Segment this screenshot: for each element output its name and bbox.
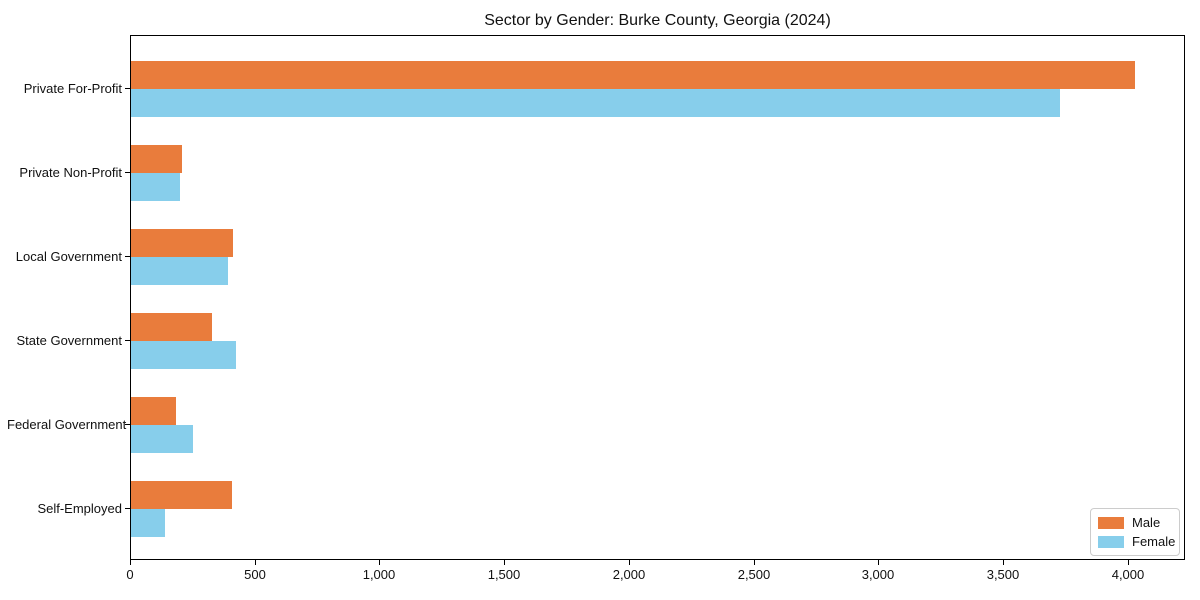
legend-item-male: Male <box>1098 515 1172 530</box>
bar-female-local-government <box>131 257 228 285</box>
x-tick-mark <box>878 560 879 565</box>
x-tick-label: 0 <box>126 567 134 582</box>
legend-label: Female <box>1132 534 1176 549</box>
x-tick-label: 4,000 <box>1111 567 1145 582</box>
y-tick-label-federal-government: Federal Government <box>7 417 127 432</box>
y-tick-mark <box>125 172 130 173</box>
y-tick-mark <box>125 508 130 509</box>
plot-area <box>130 35 1185 560</box>
bar-female-self-employed <box>131 509 165 537</box>
bar-female-federal-government <box>131 425 193 453</box>
legend-swatch-female <box>1098 535 1124 548</box>
x-tick-label: 1,000 <box>362 567 396 582</box>
legend-item-female: Female <box>1098 534 1176 549</box>
bar-male-private-non-profit <box>131 145 182 173</box>
x-tick-label: 3,000 <box>861 567 895 582</box>
y-tick-mark <box>125 424 130 425</box>
y-tick-label-state-government: State Government <box>16 333 123 348</box>
bar-male-local-government <box>131 229 233 257</box>
y-tick-label-self-employed: Self-Employed <box>37 501 122 516</box>
legend: Male Female <box>1090 508 1180 556</box>
x-tick-mark <box>255 560 256 565</box>
y-tick-mark <box>125 256 130 257</box>
bar-male-self-employed <box>131 481 232 509</box>
bar-female-private-non-profit <box>131 173 180 201</box>
bar-female-private-for-profit <box>131 89 1060 117</box>
legend-swatch-male <box>1098 516 1124 529</box>
y-tick-label-private-non-profit: Private Non-Profit <box>19 165 122 180</box>
x-tick-mark <box>504 560 505 565</box>
bar-male-private-for-profit <box>131 61 1135 89</box>
x-tick-mark <box>1003 560 1004 565</box>
x-tick-mark <box>629 560 630 565</box>
x-tick-label: 2,500 <box>737 567 771 582</box>
legend-label: Male <box>1132 515 1161 530</box>
x-tick-mark <box>1128 560 1129 565</box>
x-tick-mark <box>754 560 755 565</box>
bar-male-federal-government <box>131 397 176 425</box>
bar-female-state-government <box>131 341 236 369</box>
x-tick-label: 3,500 <box>986 567 1020 582</box>
chart-title: Sector by Gender: Burke County, Georgia … <box>484 12 831 29</box>
y-tick-label-local-government: Local Government <box>15 249 122 264</box>
x-tick-mark <box>379 560 380 565</box>
y-tick-mark <box>125 88 130 89</box>
y-tick-mark <box>125 340 130 341</box>
x-tick-mark <box>130 560 131 565</box>
bar-male-state-government <box>131 313 212 341</box>
x-tick-label: 1,500 <box>487 567 521 582</box>
x-tick-label: 2,000 <box>612 567 646 582</box>
x-tick-label: 500 <box>244 567 266 582</box>
y-tick-label-private-for-profit: Private For-Profit <box>23 81 122 96</box>
